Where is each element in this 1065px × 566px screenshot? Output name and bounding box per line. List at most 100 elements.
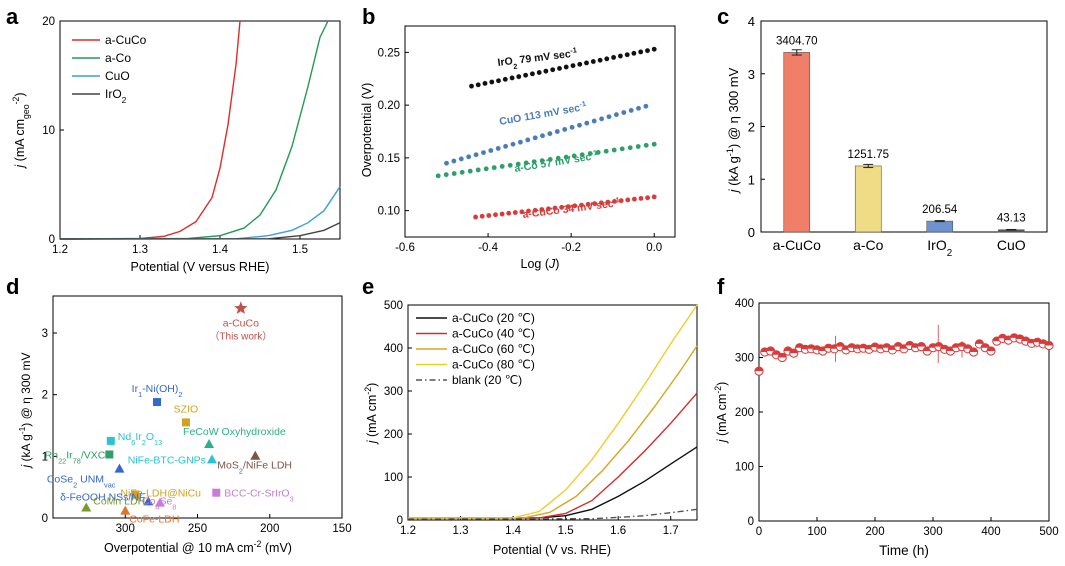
- d-point-label: CoSe2 UNMvac: [47, 474, 116, 490]
- b-point-CuO: [473, 151, 479, 158]
- f-xtick-label: 300: [923, 526, 942, 538]
- a-xtick-label: 1.5: [292, 244, 308, 256]
- b-point-CuO: [554, 128, 561, 135]
- b-annotation-CuO: CuO 113 mV sec-1: [498, 98, 587, 128]
- e-line-a-CuCo (20 ℃): [408, 446, 698, 519]
- c-value-label: 43.13: [997, 213, 1026, 225]
- e-legend-label: a-CuCo (20 ℃): [452, 311, 535, 325]
- e-ytick-label: 400: [384, 343, 403, 355]
- f-point-half: [755, 371, 763, 375]
- b-point-a-Co: [483, 165, 490, 172]
- f-point-half: [830, 348, 838, 353]
- b-point-a-Co: [595, 149, 602, 156]
- b-point-a-CuCo: [505, 210, 512, 216]
- b-point-IrO2: [529, 71, 536, 77]
- chart-e: 1.2 1.3 1.4 1.5 1.6 1.7 0 100 200 300 400 500 Potent…: [363, 300, 698, 557]
- a-xlabel: Potential (V versus RHE): [131, 260, 270, 274]
- b-point-IrO2: [495, 77, 502, 84]
- b-point-a-Co: [491, 164, 498, 171]
- b-point-a-Co: [587, 150, 594, 157]
- f-point-half: [888, 349, 896, 354]
- b-point-CuO: [606, 113, 612, 120]
- d-point-note: （This work）: [209, 330, 272, 342]
- b-xlabel: Log (J): [521, 257, 560, 271]
- d-point-label: CoFe-LDH: [129, 514, 179, 526]
- d-ytick-label: 1: [42, 451, 48, 463]
- f-ytick-label: 100: [735, 462, 754, 474]
- b-point-IrO2: [577, 61, 583, 68]
- b-point-CuO: [525, 137, 531, 143]
- c-ytick-label: 3: [748, 67, 755, 82]
- d-point-triangle: [114, 463, 125, 473]
- b-ytick-label: 0.20: [378, 100, 400, 112]
- f-point-half: [842, 349, 850, 354]
- b-point-a-Co: [651, 141, 658, 147]
- b-point-IrO2: [556, 65, 563, 72]
- e-xtick-label: 1.5: [558, 525, 574, 537]
- f-point-half: [778, 357, 786, 362]
- b-point-a-Co: [555, 155, 562, 161]
- d-point-square: [181, 418, 190, 427]
- b-xtick-label: -0.6: [395, 242, 415, 254]
- d-point-triangle: [206, 454, 217, 464]
- c-category-label: a-CuCo: [773, 237, 821, 253]
- d-point-label: δ-FeOOH NSs/NF: [60, 491, 145, 503]
- f-point-half: [923, 351, 931, 355]
- b-point-a-Co: [443, 171, 450, 178]
- d-point-triangle: [81, 502, 92, 512]
- b-point-IrO2: [644, 47, 651, 54]
- e-legend-label: a-CuCo (80 ℃): [452, 358, 535, 372]
- f-point-half: [790, 353, 798, 357]
- d-ylabel: j (kA g-1) @ η 300 mV: [17, 352, 33, 469]
- b-point-CuO: [591, 118, 598, 124]
- b-point-a-Co: [627, 144, 634, 151]
- b-plot-frame: [404, 25, 676, 238]
- b-point-IrO2: [651, 46, 658, 53]
- f-ytick-label: 0: [748, 516, 754, 528]
- e-xtick-label: 1.4: [505, 525, 522, 537]
- b-point-a-CuCo: [638, 195, 644, 202]
- a-legend-label: IrO2: [105, 87, 127, 105]
- b-point-a-CuCo: [605, 199, 611, 205]
- c-ylabel: j (kA g-1) @ η 300 mV: [725, 67, 741, 194]
- d-point-square: [212, 488, 221, 497]
- f-ytick-label: 300: [735, 353, 754, 365]
- b-point-a-Co: [539, 157, 546, 164]
- f-point-half: [865, 349, 873, 353]
- a-ytick-label: 10: [42, 125, 55, 137]
- b-point-CuO: [569, 124, 575, 131]
- a-xtick-label: 1.2: [52, 244, 68, 256]
- a-xtick-label: 1.4: [212, 244, 229, 256]
- b-point-IrO2: [509, 75, 515, 81]
- b-point-a-CuCo: [519, 208, 525, 215]
- b-point-CuO: [510, 141, 516, 147]
- e-xtick-label: 1.7: [663, 525, 679, 537]
- b-point-a-CuCo: [565, 203, 572, 210]
- b-point-a-Co: [579, 151, 586, 158]
- c-bar-a-Co: [854, 165, 882, 233]
- b-point-CuO: [643, 103, 649, 109]
- b-point-a-CuCo: [585, 201, 591, 208]
- b-point-CuO: [451, 158, 457, 164]
- b-point-CuO: [628, 107, 635, 114]
- f-xtick-label: 100: [807, 526, 826, 538]
- b-point-a-CuCo: [492, 211, 499, 218]
- f-xlabel: Time (h): [879, 543, 929, 558]
- d-ytick-label: 2: [42, 390, 48, 402]
- d-point-triangle: [204, 439, 215, 448]
- b-point-a-CuCo: [611, 198, 618, 205]
- b-point-a-Co: [635, 143, 642, 150]
- e-legend-label: a-CuCo (60 ℃): [452, 342, 535, 356]
- d-point-label: Nd6Ir2O13: [118, 431, 162, 447]
- d-point-label: MoS2/NiFe LDH: [217, 460, 292, 476]
- c-ytick-label: 2: [748, 120, 755, 135]
- a-legend-label: a-CuCo: [105, 33, 147, 47]
- e-plot-frame: [407, 304, 698, 521]
- chart-d: 300 250 200 150 0 1 2 3 Overpotential @ 10 mA cm…: [17, 295, 352, 555]
- e-line-a-CuCo (60 ℃): [408, 345, 698, 519]
- b-point-a-CuCo: [618, 197, 625, 204]
- b-point-CuO: [584, 120, 590, 126]
- b-point-a-CuCo: [552, 205, 558, 211]
- b-point-IrO2: [631, 50, 637, 57]
